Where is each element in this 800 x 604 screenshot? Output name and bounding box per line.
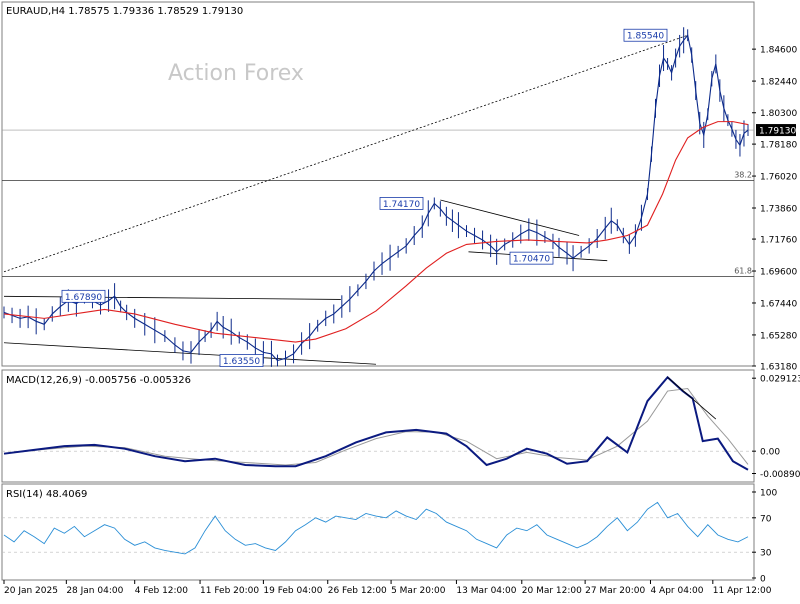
x-tick-label: 5 Mar 20:00 — [391, 586, 446, 596]
rsi-panel-title: RSI(14) 48.4069 — [6, 489, 87, 500]
annotation-box — [61, 289, 106, 303]
price-ytick-label: 1.65280 — [760, 331, 797, 341]
annotation-label: 1.70470 — [513, 255, 550, 265]
x-tick-label: 20 Jan 2025 — [4, 586, 58, 596]
macd-panel-frame — [1, 369, 755, 483]
price-ytick-label: 1.69600 — [760, 268, 797, 278]
price-ytick-label: 1.67440 — [760, 299, 797, 309]
annotation-label: 1.67890 — [65, 293, 102, 303]
annotation-label: 1.85540 — [627, 32, 664, 42]
price-annotation: 1.63550 — [219, 354, 264, 367]
x-tick-label: 26 Feb 12:00 — [328, 586, 387, 596]
price-ytick-label: 1.84600 — [760, 46, 797, 56]
rsi-layer: 100 70 30 0 — [2, 489, 777, 585]
rsi-ytick-label: 30 — [760, 549, 772, 559]
rsi-line — [3, 501, 749, 555]
x-tick-label: 13 Mar 04:00 — [456, 586, 516, 596]
x-tick-label: 20 Mar 12:00 — [522, 586, 582, 596]
price-annotation: 1.74170 — [379, 197, 424, 210]
price-ytick-label: 1.73860 — [760, 205, 797, 215]
triangle-upper-line — [440, 199, 580, 236]
lower-channel-line — [3, 342, 377, 365]
x-tick-label: 27 Mar 20:00 — [585, 586, 645, 596]
macd-panel-title: MACD(12,26,9) -0.005756 -0.005326 — [6, 375, 191, 386]
current-price-tag-box — [756, 124, 796, 137]
x-tick-label: 4 Feb 12:00 — [135, 586, 189, 596]
current-price-tag: 1.79130 — [756, 124, 796, 137]
annotation-box — [509, 251, 554, 265]
x-axis: 20 Jan 2025 28 Jan 04:00 4 Feb 12:00 11 Feb… — [3, 580, 772, 596]
price-panel-frame — [1, 1, 755, 367]
price-ytick-label: 1.76020 — [760, 173, 797, 183]
current-price-tag-label: 1.79130 — [759, 127, 796, 137]
macd-divergence-line — [667, 376, 717, 420]
annotation-box — [219, 354, 264, 367]
x-tick-label: 4 Apr 04:00 — [650, 586, 703, 596]
price-panel-title: EURAUD,H4 1.78575 1.79336 1.78529 1.7913… — [6, 6, 243, 17]
fib-level-label: 61.8 — [734, 267, 752, 276]
moving-average-line — [3, 121, 749, 343]
rsi-ytick-label: 100 — [760, 489, 777, 499]
x-tick-label: 11 Apr 12:00 — [713, 586, 772, 596]
rsi-panel-frame — [1, 483, 755, 581]
annotation-box — [379, 197, 424, 210]
annotation-label: 1.74170 — [383, 200, 420, 210]
price-ytick-label: 1.63180 — [760, 363, 797, 373]
x-tick-label: 11 Feb 20:00 — [200, 586, 259, 596]
watermark: Action Forex — [168, 61, 304, 86]
upper-channel-line — [3, 295, 341, 300]
annotation-label: 1.63550 — [223, 357, 260, 367]
rsi-ytick-label: 0 — [760, 575, 766, 585]
price-annotation: 1.67890 — [61, 289, 106, 303]
fib-level-label: 38.2 — [734, 171, 752, 180]
rsi-ytick-label: 70 — [760, 514, 772, 524]
dashed-trendline — [3, 34, 688, 273]
price-ytick-label: 1.71760 — [760, 236, 797, 246]
price-layer: 1.84600 1.82440 1.80300 1.78180 1.76020 1.738… — [2, 27, 797, 373]
price-ytick-label: 1.82440 — [760, 78, 797, 88]
annotation-box — [623, 28, 668, 42]
price-ytick-label: 1.78180 — [760, 141, 797, 151]
macd-ytick-label: 0.00 — [760, 448, 780, 458]
price-annotation: 1.70470 — [509, 251, 554, 265]
macd-ytick-label: 0.029123 — [760, 375, 800, 385]
price-annotation: 1.85540 — [623, 28, 668, 42]
price-ytick-label: 1.80300 — [760, 109, 797, 119]
x-tick-label: 19 Feb 04:00 — [263, 586, 322, 596]
x-tick-label: 28 Jan 04:00 — [66, 586, 123, 596]
